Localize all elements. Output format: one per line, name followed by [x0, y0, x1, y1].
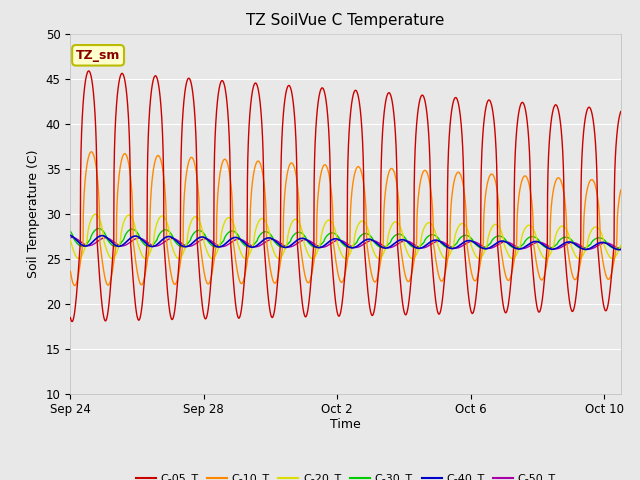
Legend: C-05_T, C-10_T, C-20_T, C-30_T, C-40_T, C-50_T: C-05_T, C-10_T, C-20_T, C-30_T, C-40_T, …: [131, 469, 560, 480]
Title: TZ SoilVue C Temperature: TZ SoilVue C Temperature: [246, 13, 445, 28]
Y-axis label: Soil Temperature (C): Soil Temperature (C): [28, 149, 40, 278]
Text: TZ_sm: TZ_sm: [76, 49, 120, 62]
X-axis label: Time: Time: [330, 418, 361, 431]
